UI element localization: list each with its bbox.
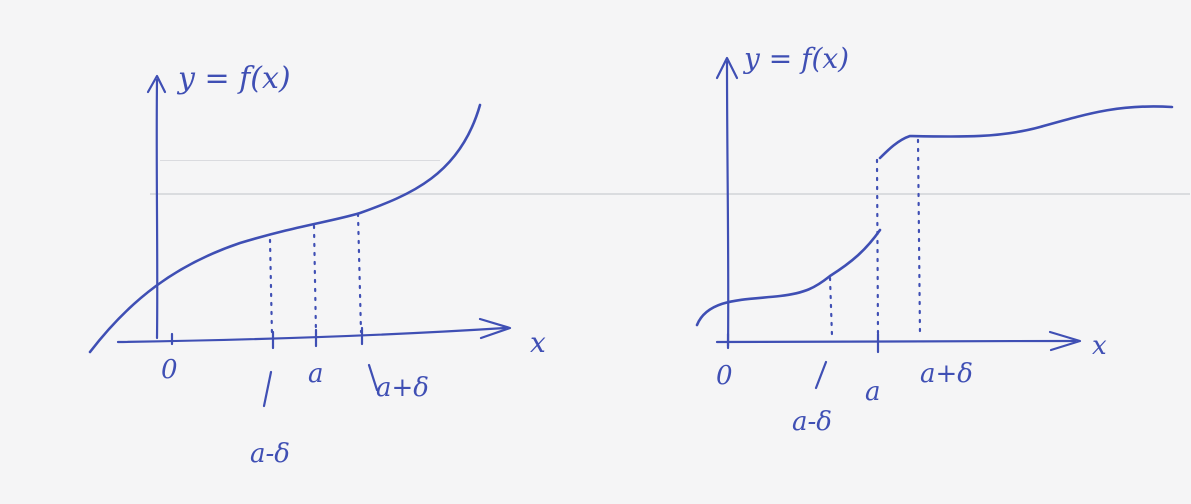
left-y-axis-arrow [146, 74, 167, 94]
right-dotted-line-a-plus-delta [916, 138, 922, 338]
left-label-a-plus-delta: a+δ [376, 373, 429, 403]
left-x-axis-arrow [478, 317, 512, 340]
right-label-a-minus-delta: a-δ [792, 407, 832, 437]
left-label-a-minus-delta: a-δ [250, 439, 290, 469]
right-slash-a-minus-delta [814, 360, 828, 390]
left-y-axis [155, 78, 159, 340]
left-slash-a-plus-delta [367, 363, 379, 392]
left-label-a: a [308, 359, 324, 389]
right-curve-right-piece [878, 105, 1174, 160]
right-y-axis [725, 60, 730, 350]
left-dotted-line-a-minus-delta [268, 238, 274, 338]
right-label-a-plus-delta: a+δ [920, 359, 973, 389]
right-function-label: y = f(x) [742, 42, 849, 75]
left-graph: y = f(x) x 0 a-δ a a+δ [88, 61, 546, 469]
left-dotted-line-a [312, 224, 318, 336]
right-y-axis-arrow [715, 56, 739, 80]
left-x-axis [116, 326, 507, 344]
right-curve-left-piece [695, 228, 882, 327]
right-x-axis-arrow [1048, 330, 1082, 352]
right-graph: y = f(x) x 0 a-δ a a+δ [695, 42, 1174, 437]
right-origin-label: 0 [716, 361, 733, 391]
left-function-curve [88, 103, 482, 354]
left-dotted-line-a-plus-delta [356, 212, 363, 334]
bleed-through-rule [150, 193, 1190, 195]
right-dotted-line-a-minus-delta [828, 276, 834, 338]
bleed-through-text-left [160, 160, 440, 171]
right-x-axis-label: x [1092, 331, 1107, 361]
right-dotted-line-a [875, 158, 880, 338]
left-slash-a-minus-delta [262, 370, 273, 408]
right-label-a: a [865, 377, 881, 407]
left-origin-label: 0 [161, 355, 178, 385]
left-function-label: y = f(x) [176, 61, 291, 96]
left-x-axis-label: x [530, 326, 546, 359]
right-x-axis [715, 339, 1077, 344]
